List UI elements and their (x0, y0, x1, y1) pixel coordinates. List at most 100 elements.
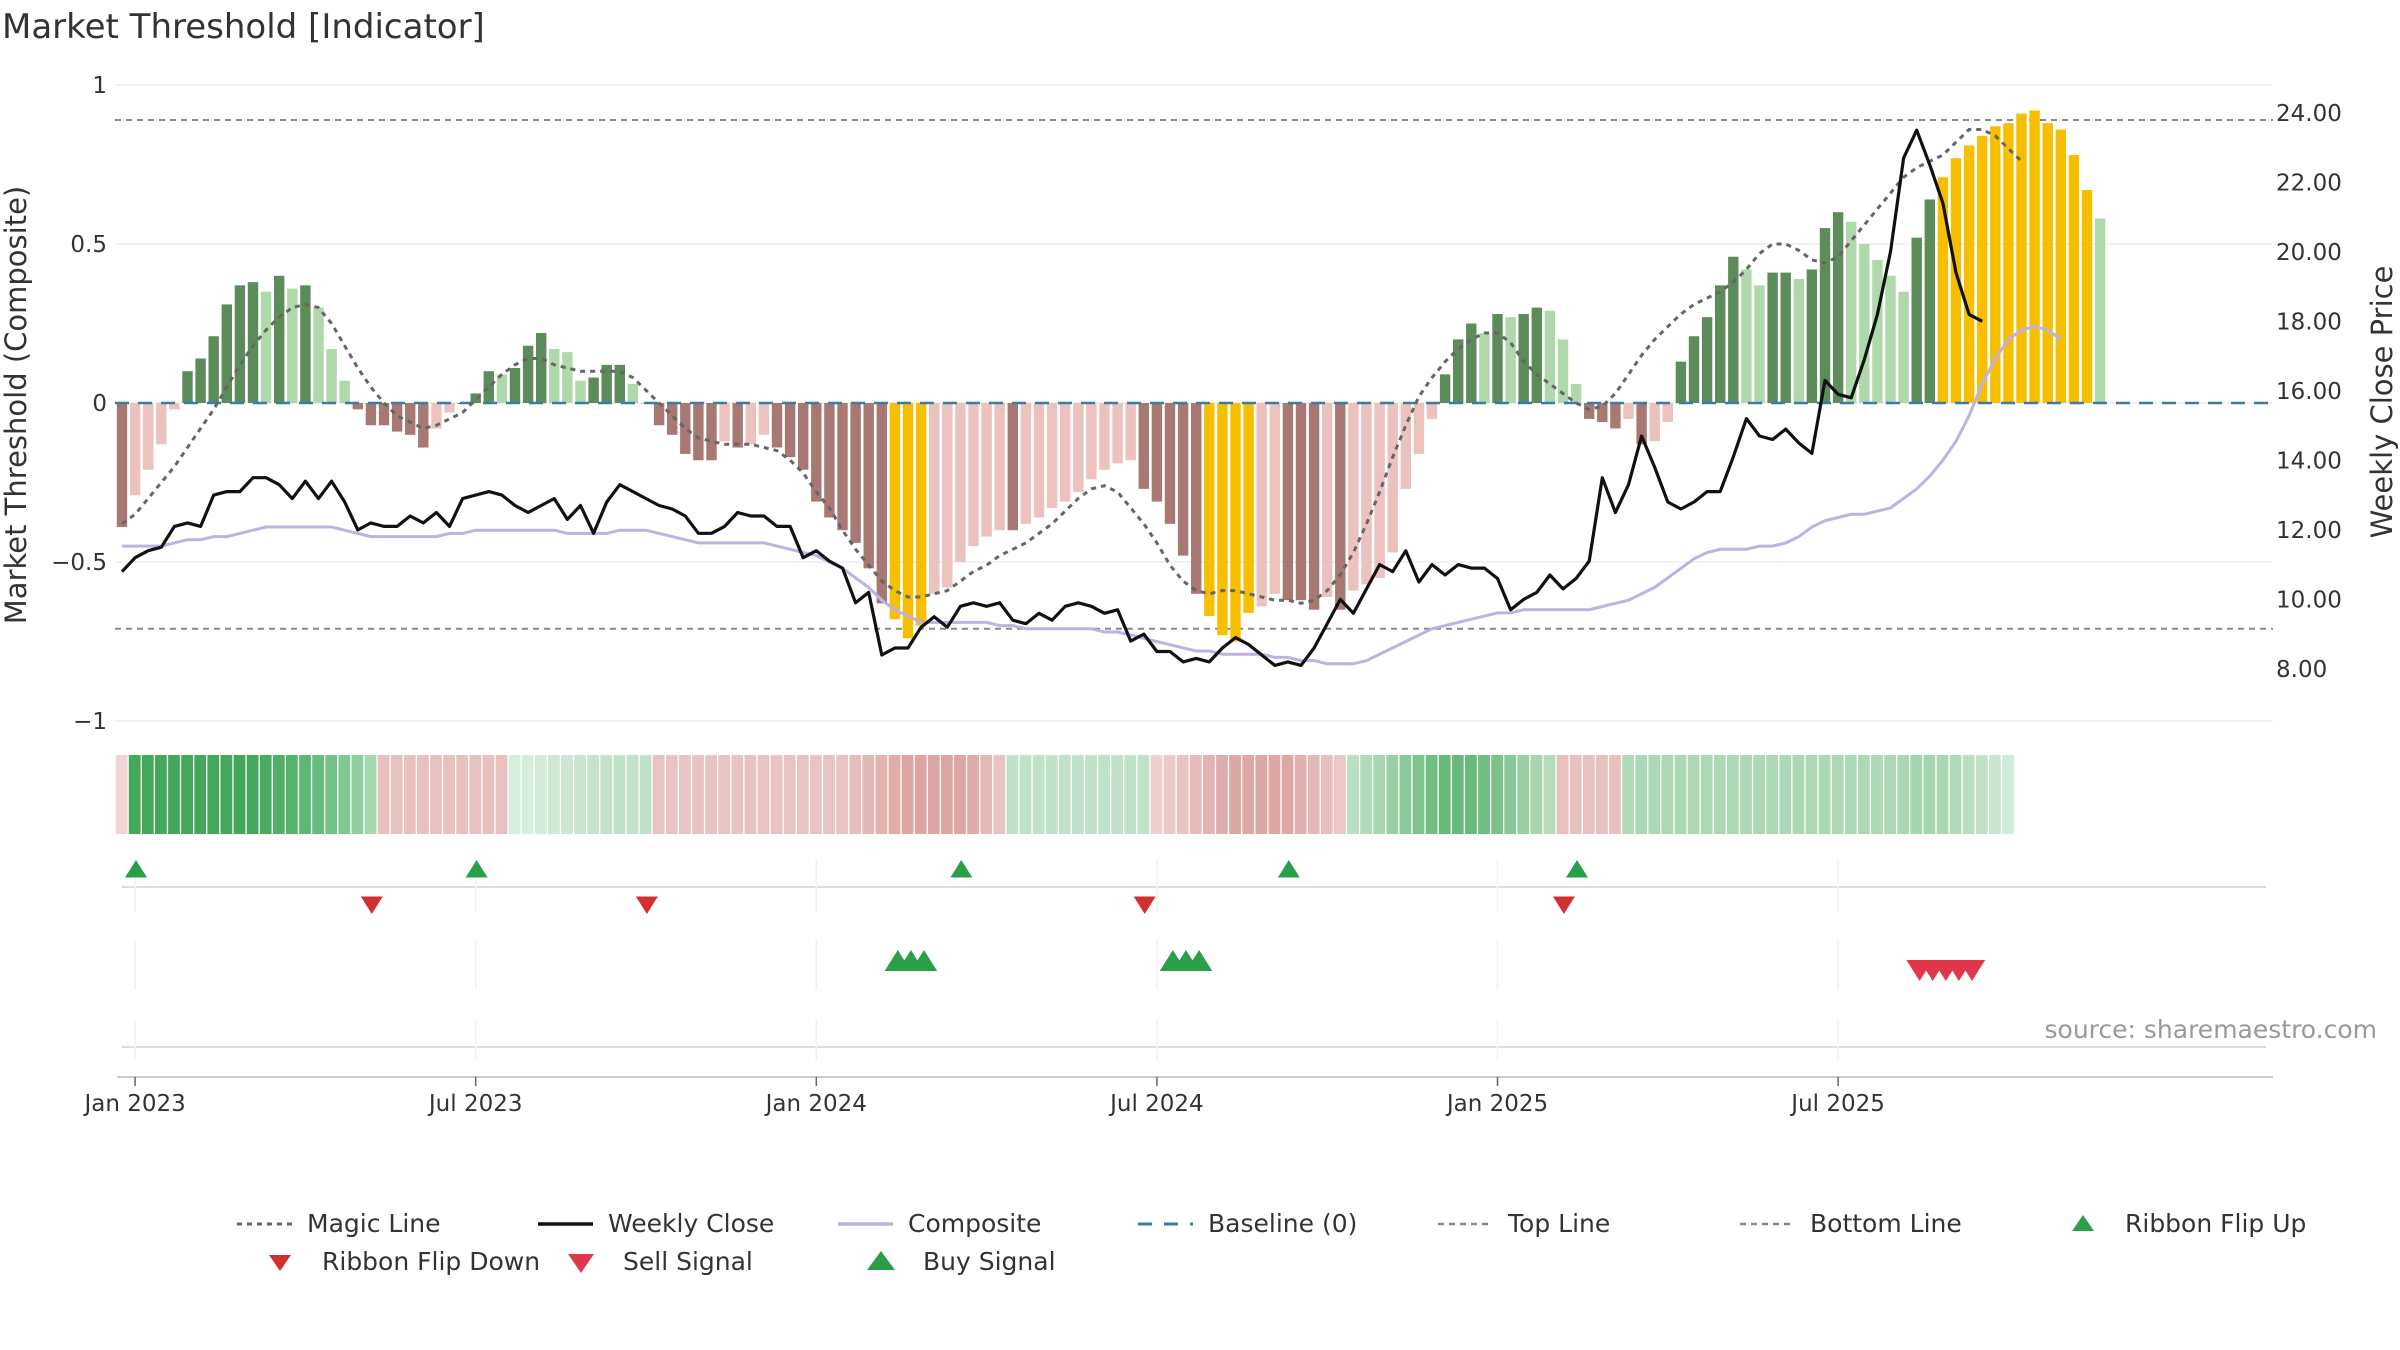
composite-bar (1977, 135, 1988, 403)
composite-bar (365, 403, 377, 426)
composite-bar (1348, 403, 1359, 591)
ribbon-cell (1858, 755, 1870, 834)
ribbon-cell (259, 755, 272, 834)
ribbon-cell (1491, 755, 1503, 834)
ribbon-cell (1897, 755, 1910, 834)
left-axis-title: Market Threshold (Composite) (0, 186, 33, 624)
composite-bar (1623, 403, 1634, 419)
composite-bar (483, 371, 494, 403)
ribbon-cell (1936, 755, 1949, 834)
ribbon-cell (1111, 755, 1124, 834)
right-tick-label: 22.00 (2276, 170, 2342, 196)
composite-bar (169, 403, 180, 410)
composite-bar (1872, 259, 1883, 403)
ribbon-cell (351, 755, 364, 834)
ribbon-cell (1569, 755, 1582, 834)
composite-bar (405, 403, 416, 435)
composite-bar (706, 403, 717, 461)
ribbon-cell (836, 755, 848, 834)
ribbon-cell (1792, 755, 1805, 834)
legend-item-top: Top Line (1438, 1209, 1610, 1238)
right-axis-title: Weekly Close Price (2365, 266, 2399, 539)
legend-item-bottom: Bottom Line (1740, 1209, 1962, 1238)
composite-bar (902, 403, 914, 639)
weekly-close-line (120, 128, 1983, 667)
ribbon-cell (665, 755, 678, 834)
ribbon-cell (1910, 755, 1923, 834)
composite-bar (1099, 403, 1110, 470)
ribbon-cell (233, 755, 246, 834)
composite-bar (1701, 317, 1713, 403)
composite-bar (260, 291, 272, 403)
ribbon-flip-up-marker (950, 860, 973, 878)
composite-bar (693, 403, 704, 461)
ribbon-cell (1058, 755, 1071, 834)
composite-bar (1466, 323, 1477, 403)
composite-bar (1112, 403, 1123, 464)
x-axis: Jan 2023 Jul 2023 Jan 2024 Jul 2024 Jan 2025… (82, 1076, 2273, 1117)
composite-bar (234, 285, 246, 403)
ribbon-cell (875, 755, 888, 834)
ribbon-cell (1753, 755, 1765, 834)
composite-bar (1715, 285, 1726, 403)
source-label: source: sharemaestro.com (2045, 1015, 2378, 1044)
buy-signal-marker (910, 950, 938, 971)
composite-bar (378, 403, 390, 426)
composite-bar (1217, 403, 1228, 636)
composite-bar (1885, 275, 1896, 403)
composite-bar (719, 403, 730, 442)
ribbon-cell (1045, 755, 1058, 834)
legend-item-magic: Magic Line (237, 1209, 441, 1238)
composite-bar (942, 403, 953, 588)
ribbon-cell (1242, 755, 1255, 834)
ribbon-cell (1674, 755, 1687, 834)
composite-bar (313, 307, 324, 403)
ribbon-cell (286, 755, 298, 834)
ribbon-cell (1373, 755, 1386, 834)
left-tick-label: −0.5 (51, 550, 107, 576)
legend-label: Sell Signal (623, 1247, 753, 1276)
x-tick-label: Jan 2024 (764, 1091, 867, 1117)
ribbon-flip-up-marker (125, 860, 147, 878)
ribbon-cell (1478, 755, 1490, 834)
ribbon-cell (1019, 755, 1032, 834)
ribbon-cell (181, 755, 193, 834)
legend-item-flipup: Ribbon Flip Up (2072, 1209, 2306, 1238)
magic-line (121, 128, 2023, 605)
composite-bar (863, 403, 874, 569)
composite-bar (129, 403, 141, 496)
composite-bar (627, 383, 639, 403)
composite-bar (667, 403, 678, 435)
ribbon-cell (1438, 755, 1451, 834)
composite-bar (1728, 256, 1739, 403)
right-tick-label: 8.00 (2276, 657, 2327, 683)
composite-bar (1688, 336, 1700, 403)
legend-swatch (269, 1255, 291, 1271)
ribbon-cell (639, 755, 652, 834)
ribbon-cell (1556, 755, 1569, 834)
composite-bar (1675, 361, 1687, 403)
right-tick-label: 16.00 (2276, 379, 2342, 405)
composite-bar (1479, 333, 1490, 403)
ribbon-cell (377, 755, 390, 834)
composite-bar (798, 403, 809, 470)
ribbon-cell (1098, 755, 1110, 834)
ribbon-cell (1622, 755, 1634, 834)
ribbon-cell (587, 755, 600, 834)
ribbon-cell (430, 755, 442, 834)
composite-bar (1859, 244, 1870, 403)
ribbon-cell (862, 755, 875, 834)
ribbon-cell (692, 755, 704, 834)
ribbon-cell (1320, 755, 1333, 834)
legend-item-flipdown: Ribbon Flip Down (269, 1247, 540, 1276)
ribbon-cell (1517, 755, 1530, 834)
ribbon-cell (705, 755, 717, 834)
ribbon-cell (796, 755, 809, 834)
composite-bar (2029, 110, 2040, 403)
composite-bar (2003, 123, 2014, 403)
composite-bar (1086, 403, 1097, 480)
ribbon-cell (770, 755, 783, 834)
composite-bar (824, 403, 835, 518)
composite-bar (431, 403, 442, 429)
composite-bar (1164, 403, 1176, 524)
